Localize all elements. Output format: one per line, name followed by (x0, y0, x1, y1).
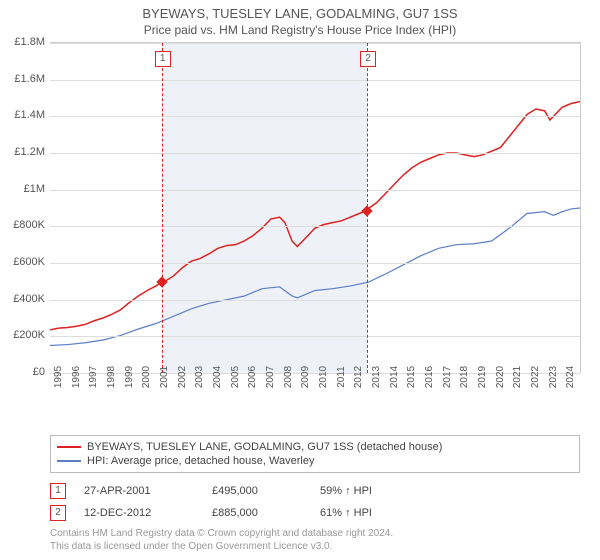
x-axis-label: 2012 (353, 366, 364, 388)
plot-region: 12 (50, 42, 581, 373)
y-axis-label: £0 (0, 366, 45, 378)
x-axis-label: 2017 (442, 366, 453, 388)
footer-attribution: Contains HM Land Registry data © Crown c… (50, 527, 580, 553)
series-line-property (50, 102, 580, 330)
gridline (50, 43, 580, 44)
marker-badge: 1 (155, 51, 171, 67)
x-axis-label: 2024 (565, 366, 576, 388)
x-axis-label: 2013 (371, 366, 382, 388)
legend-swatch (57, 460, 81, 462)
x-axis-label: 2015 (406, 366, 417, 388)
x-axis-label: 1997 (88, 366, 99, 388)
y-axis-label: £800K (0, 219, 45, 231)
chart-subtitle: Price paid vs. HM Land Registry's House … (0, 21, 600, 41)
y-axis-label: £1.8M (0, 36, 45, 48)
x-axis-label: 1999 (124, 366, 135, 388)
x-axis-label: 2009 (300, 366, 311, 388)
gridline (50, 190, 580, 191)
legend-swatch (57, 446, 81, 448)
legend-item: BYEWAYS, TUESLEY LANE, GODALMING, GU7 1S… (57, 440, 573, 454)
event-pct: 59% ↑ HPI (320, 485, 410, 497)
legend-item: HPI: Average price, detached house, Wave… (57, 454, 573, 468)
x-axis-label: 2008 (283, 366, 294, 388)
event-badge: 1 (50, 483, 66, 499)
x-axis-label: 2022 (530, 366, 541, 388)
y-axis-label: £1.2M (0, 146, 45, 158)
event-pct: 61% ↑ HPI (320, 507, 410, 519)
x-axis-label: 2011 (336, 366, 347, 388)
footer-line: Contains HM Land Registry data © Crown c… (50, 527, 580, 540)
marker-line (162, 43, 163, 373)
x-axis-label: 2014 (389, 366, 400, 388)
footer-line: This data is licensed under the Open Gov… (50, 540, 580, 553)
chart-area: 12 £0£200K£400K£600K£800K£1M£1.2M£1.4M£1… (50, 42, 580, 392)
x-axis-label: 2005 (230, 366, 241, 388)
y-axis-label: £400K (0, 293, 45, 305)
y-axis-label: £1.4M (0, 109, 45, 121)
x-axis-label: 2021 (512, 366, 523, 388)
x-axis-label: 2007 (265, 366, 276, 388)
x-axis-label: 2020 (495, 366, 506, 388)
event-date: 27-APR-2001 (84, 485, 194, 497)
x-axis-label: 1996 (71, 366, 82, 388)
gridline (50, 300, 580, 301)
event-price: £885,000 (212, 507, 302, 519)
y-axis-label: £1M (0, 183, 45, 195)
legend-label: BYEWAYS, TUESLEY LANE, GODALMING, GU7 1S… (87, 441, 442, 453)
event-date: 12-DEC-2012 (84, 507, 194, 519)
y-axis-label: £200K (0, 329, 45, 341)
x-axis-label: 1995 (53, 366, 64, 388)
event-badge: 2 (50, 505, 66, 521)
x-axis-label: 2023 (548, 366, 559, 388)
gridline (50, 153, 580, 154)
chart-container: BYEWAYS, TUESLEY LANE, GODALMING, GU7 1S… (0, 0, 600, 560)
gridline (50, 80, 580, 81)
gridline (50, 116, 580, 117)
x-axis-label: 2016 (424, 366, 435, 388)
legend-box: BYEWAYS, TUESLEY LANE, GODALMING, GU7 1S… (50, 435, 580, 473)
chart-title: BYEWAYS, TUESLEY LANE, GODALMING, GU7 1S… (0, 0, 600, 21)
event-price: £495,000 (212, 485, 302, 497)
marker-badge: 2 (360, 51, 376, 67)
line-svg (50, 43, 580, 373)
x-axis-label: 2002 (177, 366, 188, 388)
x-axis-label: 2001 (159, 366, 170, 388)
x-axis-label: 2004 (212, 366, 223, 388)
x-axis-label: 2018 (459, 366, 470, 388)
event-row: 1 27-APR-2001 £495,000 59% ↑ HPI (50, 480, 580, 502)
gridline (50, 263, 580, 264)
y-axis-label: £1.6M (0, 73, 45, 85)
y-axis-label: £600K (0, 256, 45, 268)
x-axis-label: 2003 (194, 366, 205, 388)
legend-label: HPI: Average price, detached house, Wave… (87, 455, 314, 467)
x-axis-label: 1998 (106, 366, 117, 388)
gridline (50, 336, 580, 337)
gridline (50, 226, 580, 227)
x-axis-label: 2000 (141, 366, 152, 388)
x-axis-label: 2010 (318, 366, 329, 388)
events-table: 1 27-APR-2001 £495,000 59% ↑ HPI 2 12-DEC-201… (50, 480, 580, 524)
event-row: 2 12-DEC-2012 £885,000 61% ↑ HPI (50, 502, 580, 524)
x-axis-label: 2019 (477, 366, 488, 388)
x-axis-label: 2006 (247, 366, 258, 388)
